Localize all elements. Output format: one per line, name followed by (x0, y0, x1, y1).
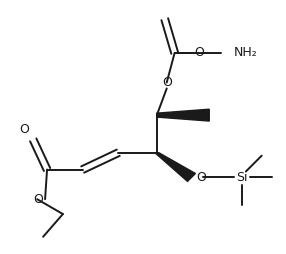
Text: O: O (19, 123, 29, 136)
Text: O: O (162, 76, 172, 89)
Polygon shape (155, 153, 195, 181)
Text: O: O (194, 46, 204, 59)
Polygon shape (157, 109, 209, 121)
Text: Si: Si (236, 171, 248, 184)
Text: O: O (196, 171, 206, 184)
Text: O: O (33, 193, 43, 206)
Text: NH₂: NH₂ (234, 46, 258, 59)
